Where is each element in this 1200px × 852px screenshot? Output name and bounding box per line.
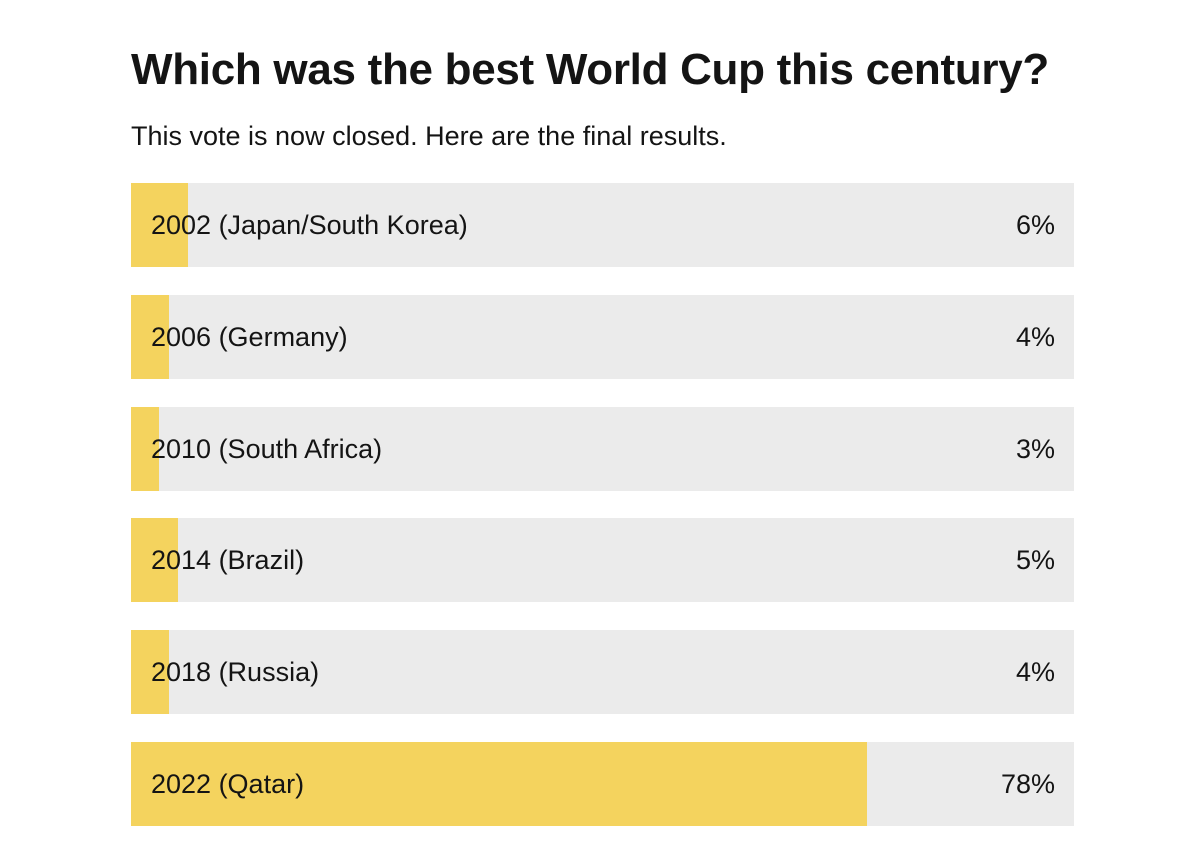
poll-option-row: 2022 (Qatar) 78%: [131, 742, 1074, 826]
option-percentage: 78%: [1000, 769, 1055, 799]
poll-title: Which was the best World Cup this centur…: [131, 45, 1049, 94]
result-bar: [131, 518, 179, 602]
option-percentage: 5%: [1015, 545, 1055, 575]
result-bar: [131, 742, 867, 826]
poll-option-row: 2002 (Japan/South Korea) 6%: [131, 183, 1074, 267]
option-percentage: 4%: [1015, 657, 1055, 687]
poll-subtitle: This vote is now closed. Here are the fi…: [131, 121, 727, 151]
option-percentage: 6%: [1015, 210, 1055, 240]
option-label: 2014 (Brazil): [151, 545, 305, 575]
option-label: 2006 (Germany): [151, 322, 348, 352]
poll-option-row: 2006 (Germany) 4%: [131, 295, 1074, 379]
result-bar: [131, 630, 169, 714]
option-label: 2022 (Qatar): [151, 769, 305, 799]
result-bar: [131, 183, 188, 267]
option-label: 2010 (South Africa): [151, 434, 383, 464]
option-percentage: 3%: [1015, 434, 1055, 464]
option-percentage: 4%: [1015, 322, 1055, 352]
option-label: 2002 (Japan/South Korea): [151, 210, 468, 240]
result-bar: [131, 407, 160, 491]
poll-option-row: 2014 (Brazil) 5%: [131, 518, 1074, 602]
option-label: 2018 (Russia): [151, 657, 320, 687]
result-bar: [131, 295, 169, 379]
poll-option-row: 2010 (South Africa) 3%: [131, 407, 1074, 491]
poll-option-row: 2018 (Russia) 4%: [131, 630, 1074, 714]
